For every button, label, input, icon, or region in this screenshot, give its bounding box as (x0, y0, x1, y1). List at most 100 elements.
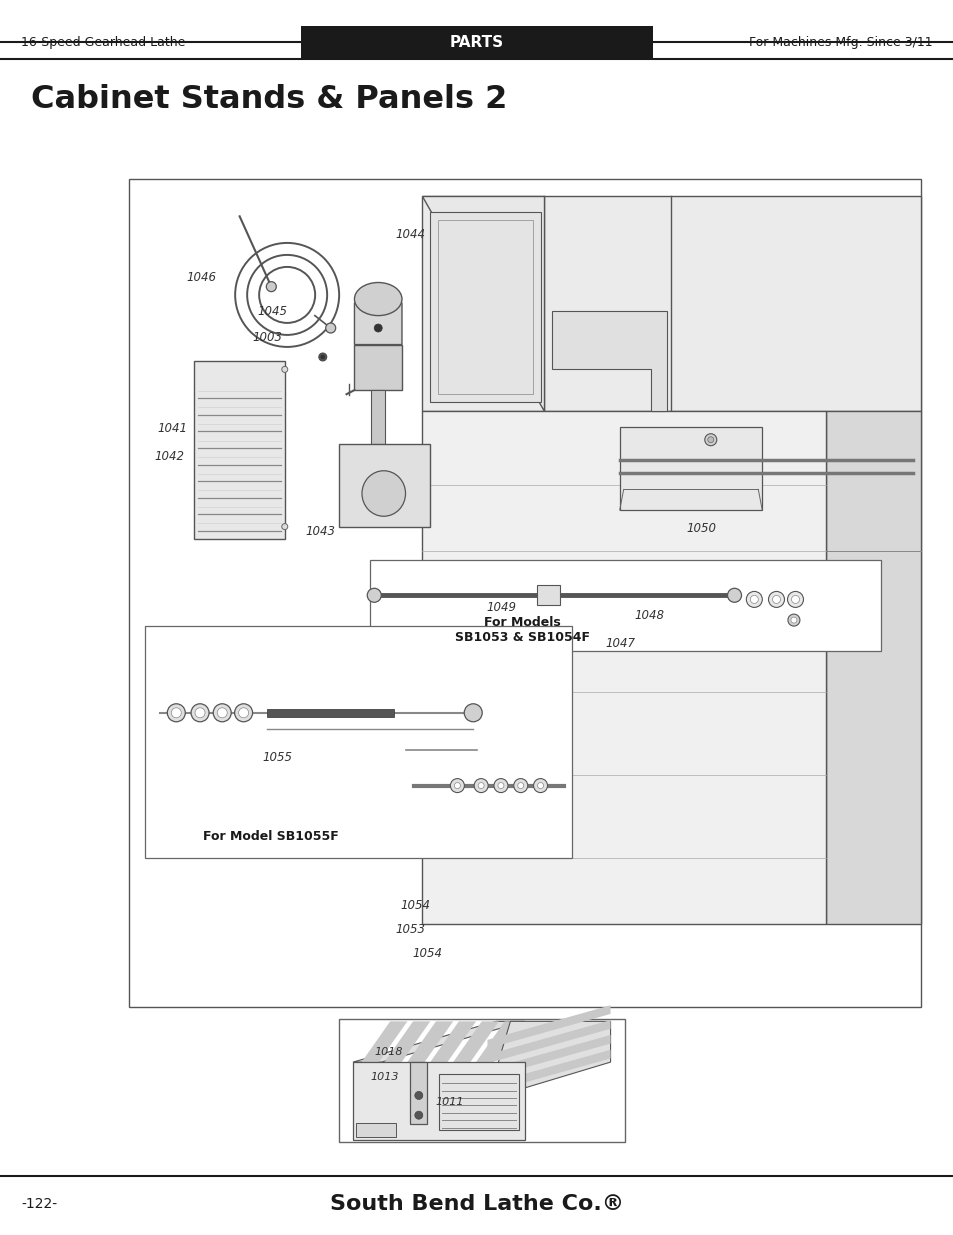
Bar (193, 361, 285, 538)
Circle shape (786, 592, 802, 608)
Bar (338, 1019, 624, 1142)
Text: 1047: 1047 (605, 637, 635, 650)
Circle shape (704, 433, 716, 446)
Circle shape (318, 353, 327, 361)
Circle shape (194, 708, 205, 718)
Circle shape (454, 783, 460, 789)
Circle shape (367, 588, 381, 603)
Text: 16-Speed Gearhead Lathe: 16-Speed Gearhead Lathe (21, 36, 185, 49)
Bar (536, 584, 559, 605)
Circle shape (266, 282, 276, 291)
Polygon shape (421, 195, 920, 411)
Polygon shape (421, 195, 544, 411)
Circle shape (464, 704, 481, 721)
Circle shape (517, 783, 523, 789)
Polygon shape (430, 1021, 476, 1062)
Polygon shape (487, 1050, 610, 1093)
Text: For Machines Mfg. Since 3/11: For Machines Mfg. Since 3/11 (749, 36, 932, 49)
Text: 1042: 1042 (154, 451, 184, 463)
Circle shape (415, 1112, 422, 1119)
Circle shape (320, 354, 324, 359)
Text: 1043: 1043 (305, 525, 335, 537)
Text: 1054: 1054 (412, 947, 441, 960)
Circle shape (537, 783, 543, 789)
Circle shape (514, 778, 527, 793)
Text: 1054: 1054 (400, 899, 430, 911)
Circle shape (415, 1092, 422, 1099)
Text: 1045: 1045 (257, 305, 287, 317)
Ellipse shape (355, 283, 401, 316)
Text: 1013: 1013 (370, 1072, 398, 1082)
Text: 1018: 1018 (375, 1047, 403, 1057)
Circle shape (791, 595, 799, 604)
Polygon shape (487, 1020, 610, 1063)
Text: 1049: 1049 (486, 601, 516, 614)
Text: Cabinet Stands & Panels 2: Cabinet Stands & Panels 2 (30, 84, 506, 115)
Circle shape (191, 704, 209, 721)
Text: South Bend Lathe Co.®: South Bend Lathe Co.® (330, 1194, 623, 1214)
Circle shape (238, 708, 249, 718)
Polygon shape (476, 1021, 521, 1062)
Polygon shape (421, 411, 824, 924)
Circle shape (474, 778, 488, 793)
Polygon shape (361, 1021, 407, 1062)
Text: For Models
SB1053 & SB1054F: For Models SB1053 & SB1054F (455, 616, 590, 643)
Circle shape (745, 592, 761, 608)
Circle shape (768, 592, 783, 608)
Bar (355, 345, 401, 390)
Circle shape (234, 704, 253, 721)
Circle shape (790, 618, 796, 624)
Text: 1041: 1041 (157, 422, 187, 435)
Circle shape (497, 783, 503, 789)
Polygon shape (824, 411, 920, 924)
Polygon shape (453, 1021, 498, 1062)
Circle shape (787, 614, 799, 626)
Circle shape (450, 778, 464, 793)
Circle shape (167, 704, 185, 721)
Polygon shape (487, 1021, 610, 1099)
Bar (129, 179, 920, 1007)
Polygon shape (552, 311, 666, 411)
Bar (355, 1123, 395, 1137)
Circle shape (494, 778, 507, 793)
Bar (437, 220, 532, 394)
Text: 1011: 1011 (435, 1097, 463, 1107)
Circle shape (213, 704, 231, 721)
Bar (438, 1074, 518, 1130)
Circle shape (172, 708, 181, 718)
Polygon shape (370, 559, 881, 651)
Circle shape (727, 588, 740, 603)
Ellipse shape (361, 471, 405, 516)
Circle shape (477, 783, 483, 789)
Text: PARTS: PARTS (450, 35, 503, 51)
Polygon shape (487, 1035, 610, 1078)
Circle shape (707, 437, 713, 442)
Text: -122-: -122- (21, 1197, 57, 1212)
Text: 1044: 1044 (395, 228, 425, 241)
Bar (353, 1062, 524, 1140)
Text: 1055: 1055 (262, 751, 292, 763)
Polygon shape (353, 1021, 524, 1062)
Polygon shape (145, 626, 572, 857)
Circle shape (772, 595, 780, 604)
Circle shape (325, 324, 335, 333)
Circle shape (217, 708, 227, 718)
Circle shape (750, 595, 758, 604)
Circle shape (281, 367, 288, 373)
Polygon shape (407, 1021, 453, 1062)
Circle shape (533, 778, 547, 793)
Text: 1050: 1050 (686, 522, 716, 535)
Polygon shape (384, 1021, 430, 1062)
Bar (619, 427, 761, 510)
Polygon shape (487, 1005, 610, 1049)
Bar (300, 26, 653, 59)
Bar (371, 390, 385, 443)
Text: 1048: 1048 (634, 609, 663, 621)
Bar (338, 443, 429, 526)
Bar (410, 1062, 427, 1124)
Text: For Model SB1055F: For Model SB1055F (203, 830, 338, 842)
Bar (267, 709, 394, 716)
Circle shape (281, 524, 288, 530)
Text: 1046: 1046 (186, 272, 215, 284)
Text: 1003: 1003 (253, 331, 282, 343)
